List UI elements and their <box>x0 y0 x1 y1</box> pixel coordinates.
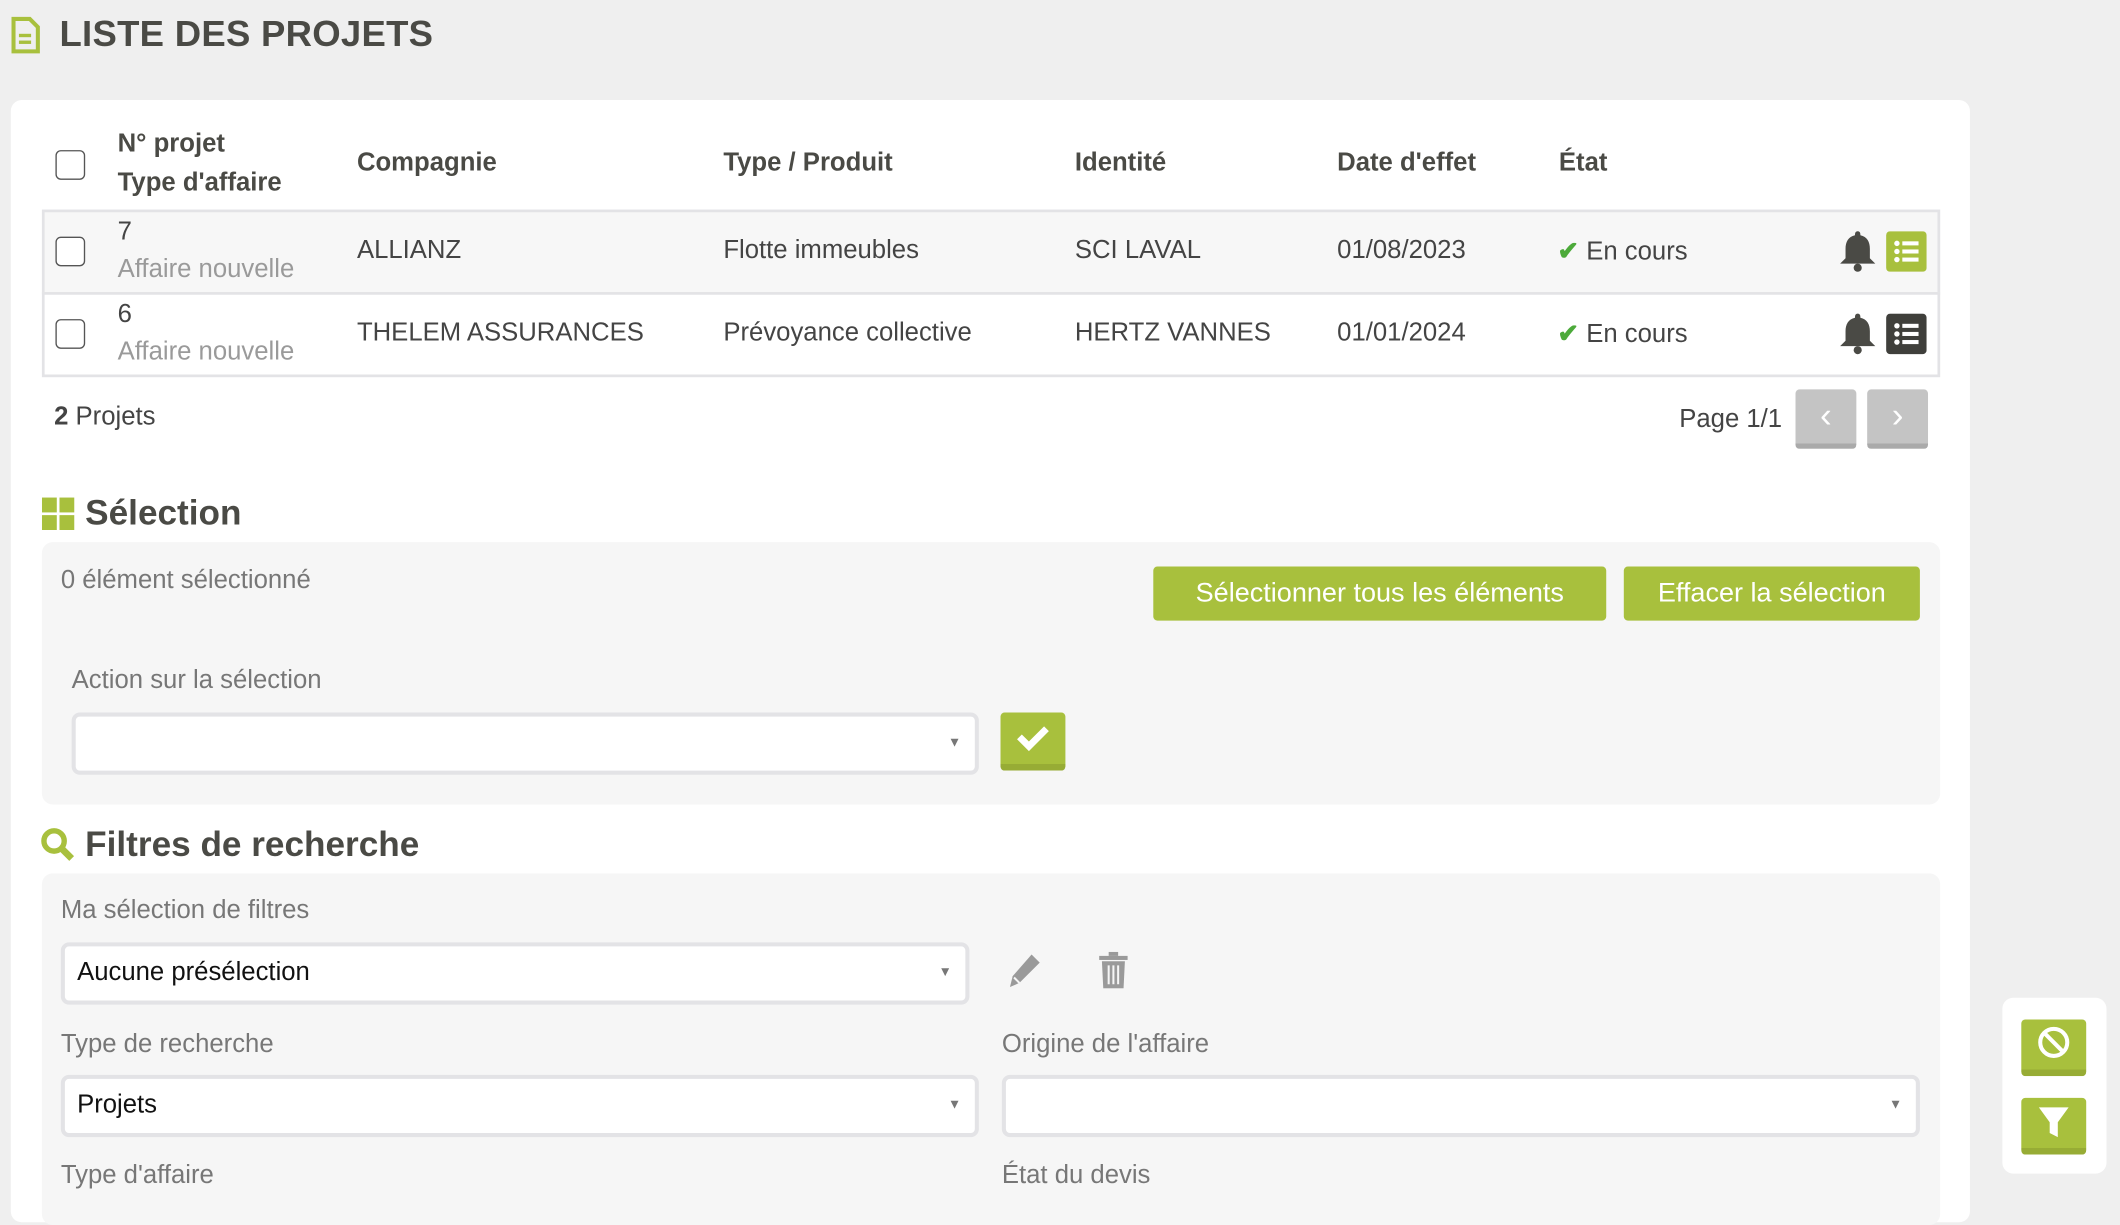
dropdown-arrow-icon: ▼ <box>1888 1097 1903 1113</box>
table-row[interactable] <box>41 209 1941 295</box>
row-identite: HERTZ VANNES <box>1074 319 1271 348</box>
origine-select[interactable]: ▼ <box>1001 1074 1920 1138</box>
ban-icon <box>2038 1026 2070 1058</box>
header-etat[interactable]: État <box>1558 148 1608 178</box>
chevron-right-icon: › <box>1891 394 1904 436</box>
apply-filters-button[interactable] <box>2021 1097 2087 1155</box>
origine-label: Origine de l'affaire <box>1001 1030 1210 1059</box>
filters-panel <box>41 873 1941 1225</box>
preset-select[interactable]: Aucune présélection ▼ <box>60 942 970 1005</box>
type-recherche-value: Projets <box>77 1091 158 1120</box>
apply-action-button[interactable] <box>1000 712 1066 771</box>
row-identite: SCI LAVAL <box>1074 236 1202 265</box>
check-icon <box>1017 726 1049 752</box>
count-label: Projets <box>75 402 156 432</box>
count-number: 2 <box>54 402 69 432</box>
action-label: Action sur la sélection <box>71 666 322 695</box>
selection-count: 0 élément sélectionné <box>60 566 311 595</box>
type-recherche-select[interactable]: Projets ▼ <box>60 1074 979 1138</box>
reset-filters-button[interactable] <box>2021 1019 2087 1077</box>
prev-page-button[interactable]: ‹ <box>1795 389 1857 449</box>
preset-label: Ma sélection de filtres <box>60 896 310 925</box>
type-recherche-label: Type de recherche <box>60 1030 274 1059</box>
bell-icon[interactable] <box>1839 230 1877 273</box>
filter-icon <box>2038 1107 2069 1138</box>
select-all-checkbox[interactable] <box>55 150 86 180</box>
header-num[interactable]: N° projet <box>117 129 225 159</box>
filters-title: Filtres de recherche <box>85 823 420 864</box>
dropdown-arrow-icon: ▼ <box>947 1097 962 1113</box>
row-produit: Flotte immeubles <box>723 236 919 265</box>
document-icon <box>11 16 40 54</box>
next-page-button[interactable]: › <box>1867 389 1929 449</box>
status-text: En cours <box>1586 320 1688 349</box>
page-title: LISTE DES PROJETS <box>59 13 434 55</box>
table-row[interactable] <box>41 292 1941 378</box>
results-count: 2 Projets <box>54 403 155 433</box>
row-checkbox[interactable] <box>55 319 86 349</box>
header-date[interactable]: Date d'effet <box>1337 148 1477 178</box>
select-all-button[interactable]: Sélectionner tous les éléments <box>1153 566 1607 621</box>
check-icon: ✔ <box>1557 237 1580 267</box>
trash-icon[interactable] <box>1098 951 1129 989</box>
header-identite[interactable]: Identité <box>1074 148 1167 178</box>
list-icon[interactable] <box>1886 231 1927 272</box>
row-num: 7 <box>117 217 132 247</box>
action-select[interactable]: ▼ <box>71 712 979 775</box>
dropdown-arrow-icon: ▼ <box>947 735 962 751</box>
preset-value: Aucune présélection <box>77 958 310 987</box>
dropdown-arrow-icon: ▼ <box>938 965 952 981</box>
status-text: En cours <box>1586 237 1688 267</box>
row-date: 01/08/2023 <box>1337 236 1466 265</box>
row-produit: Prévoyance collective <box>723 319 972 348</box>
header-produit[interactable]: Type / Produit <box>723 148 893 178</box>
row-date: 01/01/2024 <box>1337 319 1466 348</box>
selection-title: Sélection <box>85 492 242 533</box>
row-compagnie: ALLIANZ <box>356 236 462 265</box>
etat-devis-label: État du devis <box>1001 1161 1151 1190</box>
list-icon[interactable] <box>1886 313 1927 355</box>
header-type-affaire[interactable]: Type d'affaire <box>117 169 282 198</box>
check-icon: ✔ <box>1557 320 1580 349</box>
row-compagnie: THELEM ASSURANCES <box>356 319 644 348</box>
type-affaire-label: Type d'affaire <box>60 1161 214 1190</box>
grid-icon <box>41 497 75 530</box>
row-type-affaire: Affaire nouvelle <box>117 338 295 367</box>
pencil-icon[interactable] <box>1007 952 1042 990</box>
header-compagnie[interactable]: Compagnie <box>356 148 497 178</box>
row-checkbox[interactable] <box>55 236 86 267</box>
row-type-affaire: Affaire nouvelle <box>117 255 295 284</box>
row-num: 6 <box>117 300 132 329</box>
chevron-left-icon: ‹ <box>1820 394 1832 436</box>
clear-selection-button[interactable]: Effacer la sélection <box>1623 566 1920 621</box>
page-indicator: Page 1/1 <box>1679 405 1783 435</box>
search-icon <box>41 828 75 861</box>
bell-icon[interactable] <box>1839 312 1877 355</box>
row-status: ✔ En cours <box>1558 237 1688 268</box>
row-status: ✔ En cours <box>1558 319 1688 350</box>
